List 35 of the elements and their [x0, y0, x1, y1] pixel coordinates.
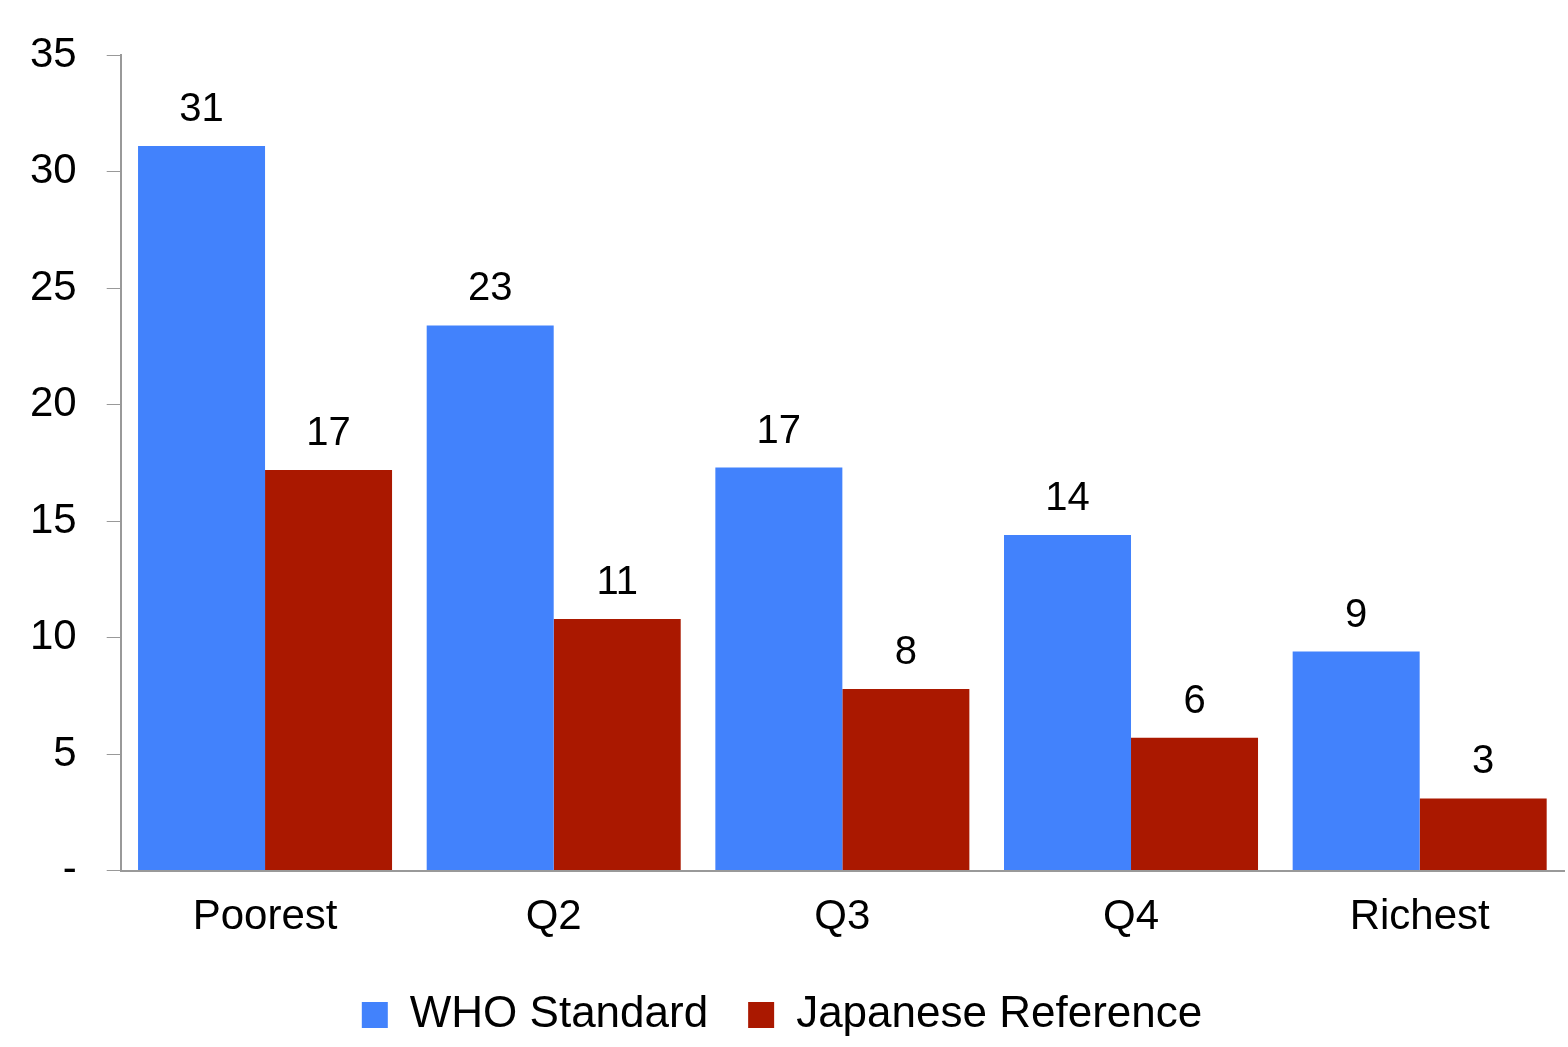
y-tick-label: 10: [30, 611, 77, 659]
bar: [1419, 798, 1547, 871]
data-label: 9: [1345, 590, 1368, 635]
y-tick-label: 20: [30, 378, 77, 426]
data-label: 31: [179, 85, 224, 130]
y-tick-label: 30: [30, 145, 77, 193]
x-tick-label: Q4: [1103, 891, 1160, 939]
x-tick-label: Q3: [814, 891, 871, 939]
y-tick-label: 25: [30, 261, 77, 309]
y-tick-label: -: [62, 844, 77, 892]
y-tick-label: 5: [53, 727, 77, 775]
bar: [265, 469, 393, 871]
bar: [426, 325, 554, 871]
data-label: 17: [306, 408, 351, 453]
bar: [1292, 651, 1420, 871]
y-tick-label: 35: [30, 28, 77, 76]
data-label: 6: [1183, 676, 1206, 721]
data-label: 11: [596, 558, 638, 603]
data-label: 8: [894, 627, 917, 672]
bar: [715, 467, 843, 871]
bar: [842, 688, 970, 871]
data-label: 17: [756, 406, 802, 451]
bar: [1004, 535, 1132, 871]
x-tick-label: Richest: [1349, 891, 1491, 939]
x-tick-label: Q2: [525, 891, 582, 939]
bar: [553, 618, 681, 871]
legend-label: WHO Standard: [409, 987, 709, 1037]
data-label: 14: [1045, 474, 1090, 519]
x-tick-label: Poorest: [192, 891, 338, 939]
data-label: 3: [1472, 737, 1495, 782]
data-label: 23: [467, 264, 513, 309]
bar: [1131, 737, 1259, 871]
bar: [138, 146, 266, 871]
legend-label: Japanese Reference: [796, 987, 1203, 1037]
y-tick-label: 15: [30, 494, 77, 542]
